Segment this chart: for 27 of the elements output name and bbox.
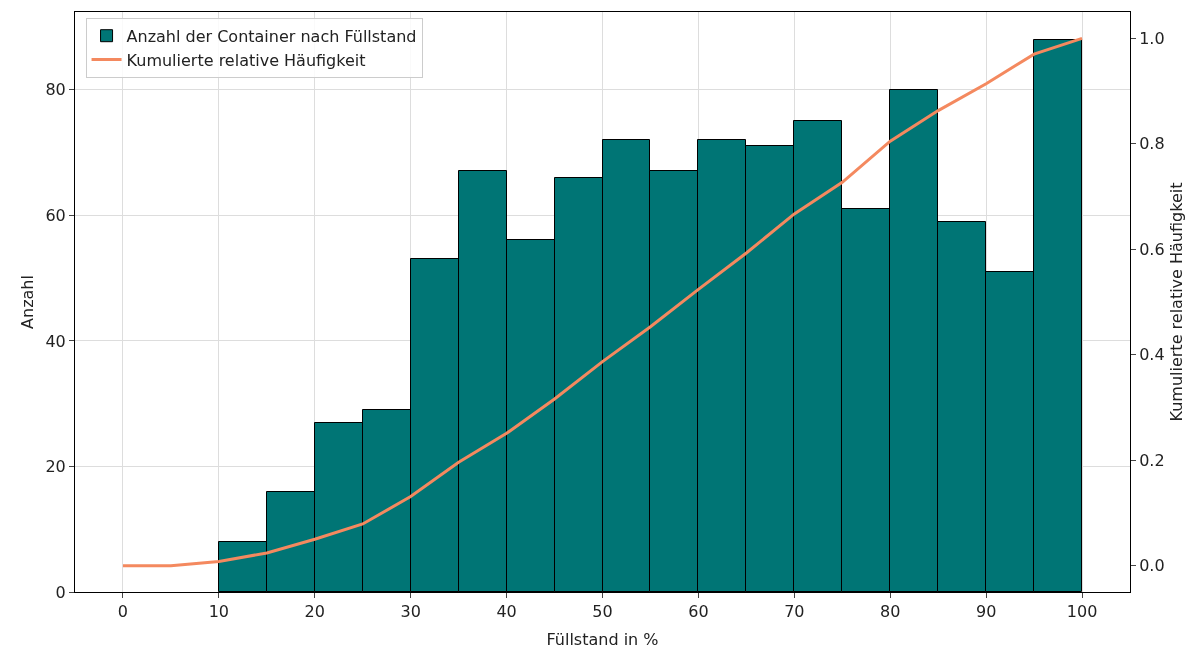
x-tick-label: 90 xyxy=(975,602,997,622)
y-tick-label: 80 xyxy=(45,80,66,100)
y2-axis-title: Kumulierte relative Häufigkeit xyxy=(1166,182,1186,422)
y2-tick-label: 0.0 xyxy=(1139,556,1165,576)
x-tick-label: 60 xyxy=(688,602,709,622)
y-tick-label: 0 xyxy=(55,582,66,602)
x-tick-label: 30 xyxy=(400,602,421,622)
x-tick-label: 40 xyxy=(496,602,517,622)
legend-label: Anzahl der Container nach Füllstand xyxy=(126,26,417,46)
legend-label: Kumulierte relative Häufigkeit xyxy=(126,50,366,70)
y-tick-label: 20 xyxy=(45,457,66,477)
y-tick-label: 60 xyxy=(45,205,66,225)
x-tick-label: 10 xyxy=(208,602,230,622)
y-axis-title: Anzahl xyxy=(18,275,37,329)
x-tick-label: 20 xyxy=(304,602,325,622)
x-tick-label: 70 xyxy=(784,602,805,622)
y2-tick-label: 1.0 xyxy=(1139,28,1165,48)
x-tick-label: 80 xyxy=(880,602,901,622)
x-tick-label: 100 xyxy=(1066,602,1098,622)
y2-tick-label: 0.8 xyxy=(1139,134,1165,154)
x-axis-title: Füllstand in % xyxy=(546,630,659,649)
x-tick-label: 0 xyxy=(117,602,129,622)
y-tick-label: 40 xyxy=(45,331,66,351)
y2-tick-label: 0.6 xyxy=(1139,239,1165,259)
y2-tick-label: 0.2 xyxy=(1139,450,1165,470)
y2-tick-label: 0.4 xyxy=(1139,345,1165,365)
x-tick-label: 50 xyxy=(592,602,613,622)
